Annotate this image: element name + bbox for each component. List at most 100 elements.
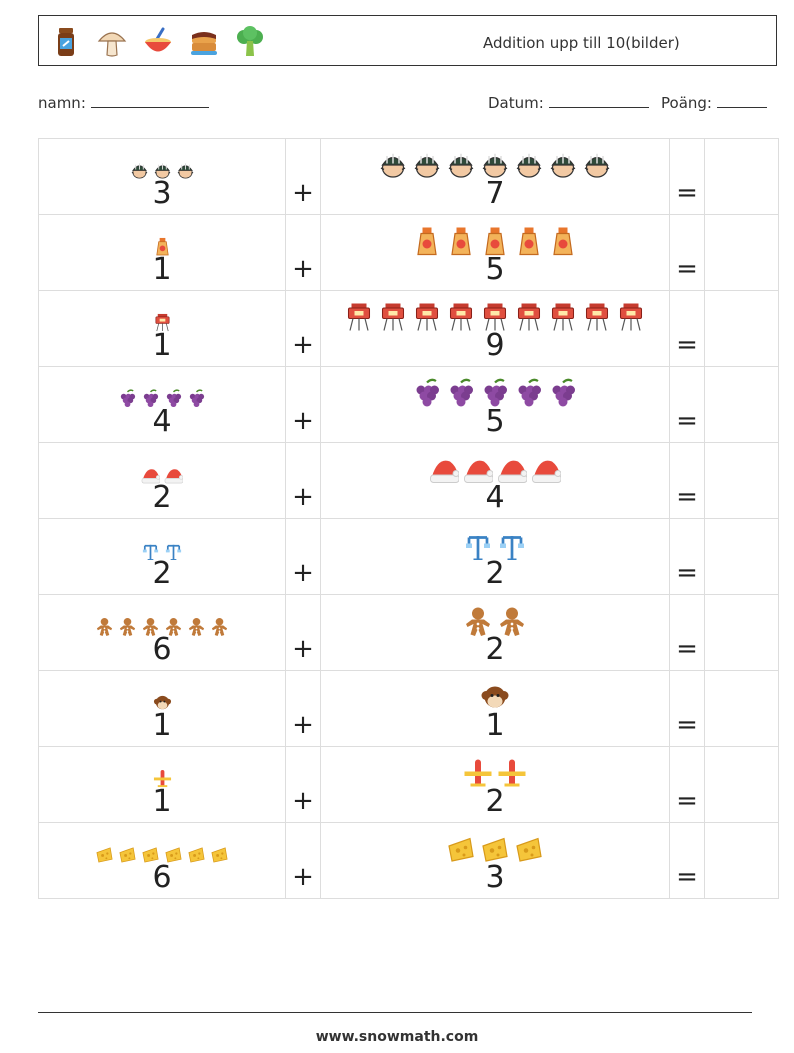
answer-cell[interactable] xyxy=(704,670,779,747)
answer-cell[interactable] xyxy=(704,442,779,519)
addend-a-cell: 1 xyxy=(38,746,286,823)
answer-cell[interactable] xyxy=(704,746,779,823)
answer-cell[interactable] xyxy=(704,518,779,595)
santa-hat-icon xyxy=(164,469,183,484)
addend-a-pictures xyxy=(39,313,285,332)
plus-cell: + xyxy=(285,442,321,519)
addend-a: 6 xyxy=(152,860,172,895)
problem-row: 3 +7 = xyxy=(38,138,779,215)
helmet-head-icon xyxy=(414,153,440,178)
name-field[interactable]: namn: xyxy=(38,94,209,112)
addend-b: 5 xyxy=(485,252,505,287)
addend-b-cell: 9 xyxy=(320,290,670,367)
answer-cell[interactable] xyxy=(704,822,779,899)
grapes-icon xyxy=(484,378,507,407)
equals-cell: = xyxy=(669,594,705,671)
addend-a-cell: 1 xyxy=(38,670,286,747)
grapes-icon xyxy=(416,378,439,407)
grapes-icon xyxy=(450,378,473,407)
problem-row: 1 +2 = xyxy=(38,746,779,823)
addend-a-cell: 2 xyxy=(38,518,286,595)
answer-cell[interactable] xyxy=(704,138,779,215)
monkey-face-icon xyxy=(153,695,171,710)
addend-b-pictures xyxy=(321,226,669,256)
cheese-icon xyxy=(448,837,474,862)
plus-cell: + xyxy=(285,518,321,595)
addend-a-cell: 4 xyxy=(38,366,286,443)
answer-cell[interactable] xyxy=(704,594,779,671)
monkey-face-icon xyxy=(481,686,509,708)
santa-hat-icon xyxy=(532,460,561,483)
broccoli-icon xyxy=(237,26,263,56)
header-box: Addition upp till 10(bilder) xyxy=(38,15,777,66)
gingerbread-man-icon xyxy=(142,617,159,636)
addend-b-pictures xyxy=(321,150,669,180)
answer-cell[interactable] xyxy=(704,290,779,367)
lantern-icon xyxy=(449,303,473,331)
addend-a-cell: 2 xyxy=(38,442,286,519)
answer-cell[interactable] xyxy=(704,366,779,443)
gingerbread-man-icon xyxy=(211,617,228,636)
score-line[interactable] xyxy=(716,95,767,108)
problem-row: 2 +4 = xyxy=(38,442,779,519)
santa-hat-icon xyxy=(430,460,459,483)
cheese-icon xyxy=(165,847,182,863)
equals-sign: = xyxy=(676,330,698,360)
equals-sign: = xyxy=(676,862,698,892)
cheese-icon xyxy=(142,847,159,863)
plus-sign: + xyxy=(292,254,314,284)
addend-b: 2 xyxy=(485,784,505,819)
equals-cell: = xyxy=(669,138,705,215)
helmet-head-icon xyxy=(516,153,542,178)
addend-b-pictures xyxy=(321,454,669,484)
addend-b: 3 xyxy=(485,860,505,895)
equals-sign: = xyxy=(676,634,698,664)
addend-a-pictures xyxy=(39,389,285,408)
addend-a: 3 xyxy=(152,176,172,211)
plus-sign: + xyxy=(292,482,314,512)
gingerbread-man-icon xyxy=(466,607,490,636)
addend-a: 4 xyxy=(152,404,172,439)
helmet-head-icon xyxy=(482,153,508,178)
lantern-icon xyxy=(415,303,439,331)
answer-cell[interactable] xyxy=(704,214,779,291)
lantern-icon xyxy=(347,303,371,331)
addend-a: 1 xyxy=(152,708,172,743)
lantern-icon xyxy=(585,303,609,331)
plus-cell: + xyxy=(285,138,321,215)
sunscreen-icon xyxy=(417,227,437,256)
addend-a-cell: 6 xyxy=(38,822,286,899)
cheese-icon xyxy=(211,847,228,863)
date-field[interactable]: Datum: xyxy=(488,94,649,112)
addend-b: 9 xyxy=(485,328,505,363)
equals-cell: = xyxy=(669,746,705,823)
addend-a-cell: 6 xyxy=(38,594,286,671)
addend-a: 1 xyxy=(152,252,172,287)
helmet-head-icon xyxy=(584,153,610,178)
cheese-icon xyxy=(188,847,205,863)
addend-a-pictures xyxy=(39,769,285,788)
addend-a: 1 xyxy=(152,784,172,819)
lantern-icon xyxy=(517,303,541,331)
plus-cell: + xyxy=(285,670,321,747)
problem-row: 1 +5 = xyxy=(38,214,779,291)
equals-sign: = xyxy=(676,178,698,208)
addend-b-pictures xyxy=(321,758,669,788)
equals-cell: = xyxy=(669,822,705,899)
date-line[interactable] xyxy=(548,95,649,108)
cheese-icon xyxy=(96,847,113,863)
gingerbread-man-icon xyxy=(500,607,524,636)
score-field[interactable]: Poäng: xyxy=(661,94,767,112)
sunscreen-icon xyxy=(485,227,505,256)
score-label: Poäng: xyxy=(661,94,712,112)
addend-b-pictures xyxy=(321,302,669,332)
name-line[interactable] xyxy=(90,95,209,108)
lamp-post-icon xyxy=(165,544,182,560)
grapes-icon xyxy=(166,389,182,408)
addend-b-cell: 1 xyxy=(320,670,670,747)
cheese-icon xyxy=(516,837,542,862)
helmet-head-icon xyxy=(154,163,170,179)
cheese-icon xyxy=(482,837,508,862)
equals-cell: = xyxy=(669,518,705,595)
problem-row: 1 +1 = xyxy=(38,670,779,747)
